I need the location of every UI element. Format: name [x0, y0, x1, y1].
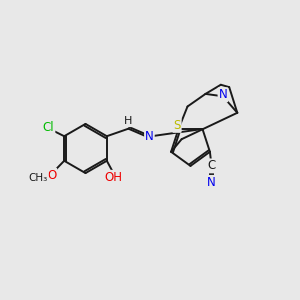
- Text: N: N: [207, 176, 216, 189]
- Text: N: N: [145, 130, 154, 143]
- Text: CH₃: CH₃: [28, 173, 48, 183]
- Text: O: O: [47, 169, 56, 182]
- Text: H: H: [124, 116, 132, 126]
- Text: N: N: [218, 88, 227, 101]
- Text: Cl: Cl: [43, 121, 54, 134]
- Text: S: S: [173, 119, 181, 132]
- Text: OH: OH: [104, 171, 122, 184]
- Text: C: C: [207, 159, 215, 172]
